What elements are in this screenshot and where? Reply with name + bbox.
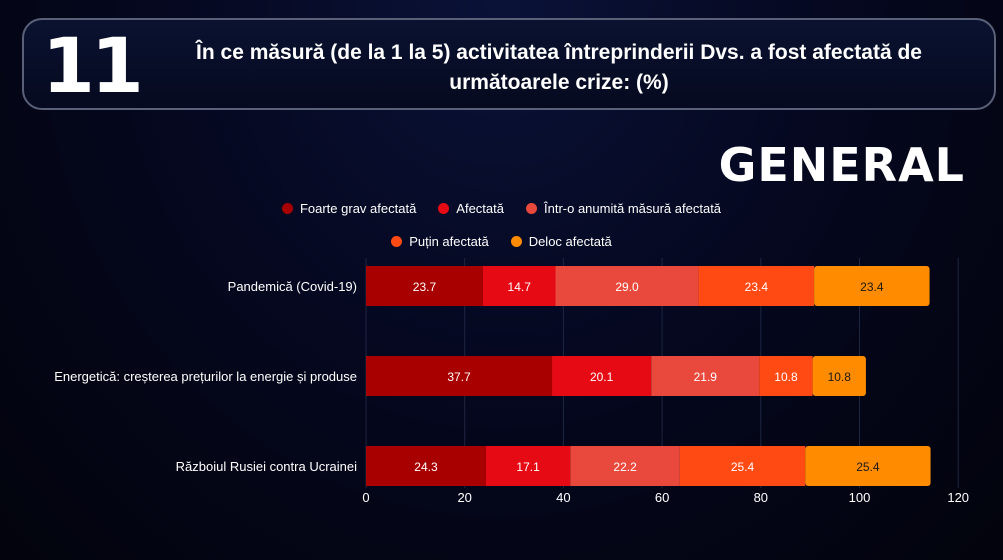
legend-item: Foarte grav afectată <box>281 201 417 216</box>
legend-row-2: Puțin afectată Deloc afectată <box>0 234 1003 249</box>
data-label: 10.8 <box>828 370 852 384</box>
bar-segment <box>555 266 699 306</box>
bar-segment <box>679 446 806 486</box>
category-label: Războiul Rusiei contra Ucrainei <box>176 459 357 474</box>
bar-segment <box>552 356 652 396</box>
bar-segment <box>698 266 815 306</box>
legend-item: Deloc afectată <box>510 234 612 249</box>
legend-dot <box>438 203 450 214</box>
x-tick-label: 20 <box>457 490 471 505</box>
bar-segment <box>366 356 553 396</box>
x-tick-label: 40 <box>556 490 570 505</box>
data-label: 37.7 <box>447 370 471 384</box>
data-label: 22.2 <box>613 460 637 474</box>
legend-item: Afectată <box>438 201 504 216</box>
x-tick-label: 80 <box>754 490 768 505</box>
bar-segment <box>366 446 486 486</box>
bar-segment <box>812 356 866 396</box>
question-number: 11 <box>42 21 144 110</box>
question-title: În ce măsură (de la 1 la 5) activitatea … <box>196 41 922 94</box>
category-label: Energetică: creșterea prețurilor la ener… <box>54 369 357 384</box>
bar-segment <box>485 446 571 486</box>
legend-row-1: Foarte grav afectată Afectată Într-o anu… <box>0 201 1003 216</box>
legend-dot <box>281 203 293 214</box>
category-label: Pandemică (Covid-19) <box>228 279 357 294</box>
data-label: 14.7 <box>508 280 532 294</box>
legend-dot <box>510 236 522 247</box>
data-label: 21.9 <box>694 370 718 384</box>
legend-label: Puțin afectată <box>409 234 489 249</box>
data-label: 10.8 <box>774 370 798 384</box>
bar-segment <box>814 266 930 306</box>
data-label: 23.4 <box>860 280 884 294</box>
x-tick-label: 0 <box>362 490 369 505</box>
data-label: 17.1 <box>516 460 540 474</box>
legend-label: Deloc afectată <box>528 234 612 249</box>
legend-dot <box>526 203 537 214</box>
data-label: 25.4 <box>731 460 755 474</box>
data-label: 25.4 <box>856 460 880 474</box>
legend-label: Afectată <box>456 201 504 216</box>
legend-dot <box>391 236 403 247</box>
bar-segment <box>570 446 680 486</box>
question-header: 11 În ce măsură (de la 1 la 5) activitat… <box>22 18 996 110</box>
bar-segment <box>759 356 813 396</box>
data-label: 20.1 <box>590 370 614 384</box>
bar-segment <box>651 356 760 396</box>
data-label: 24.3 <box>414 460 438 474</box>
x-tick-label: 100 <box>849 490 871 505</box>
x-tick-label: 120 <box>947 490 969 505</box>
legend-item: Într-o anumită măsură afectată <box>526 201 721 216</box>
bar-segment <box>482 266 556 306</box>
legend-label: Într-o anumită măsură afectată <box>544 201 722 216</box>
legend-label: Foarte grav afectată <box>299 201 417 216</box>
bar-segment <box>366 266 483 306</box>
bar-segment <box>805 446 931 486</box>
data-label: 29.0 <box>615 280 639 294</box>
data-label: 23.7 <box>413 280 437 294</box>
legend-item: Puțin afectată <box>391 234 489 249</box>
section-label: GENERAL <box>718 138 965 192</box>
data-label: 23.4 <box>745 280 769 294</box>
x-tick-label: 60 <box>655 490 669 505</box>
